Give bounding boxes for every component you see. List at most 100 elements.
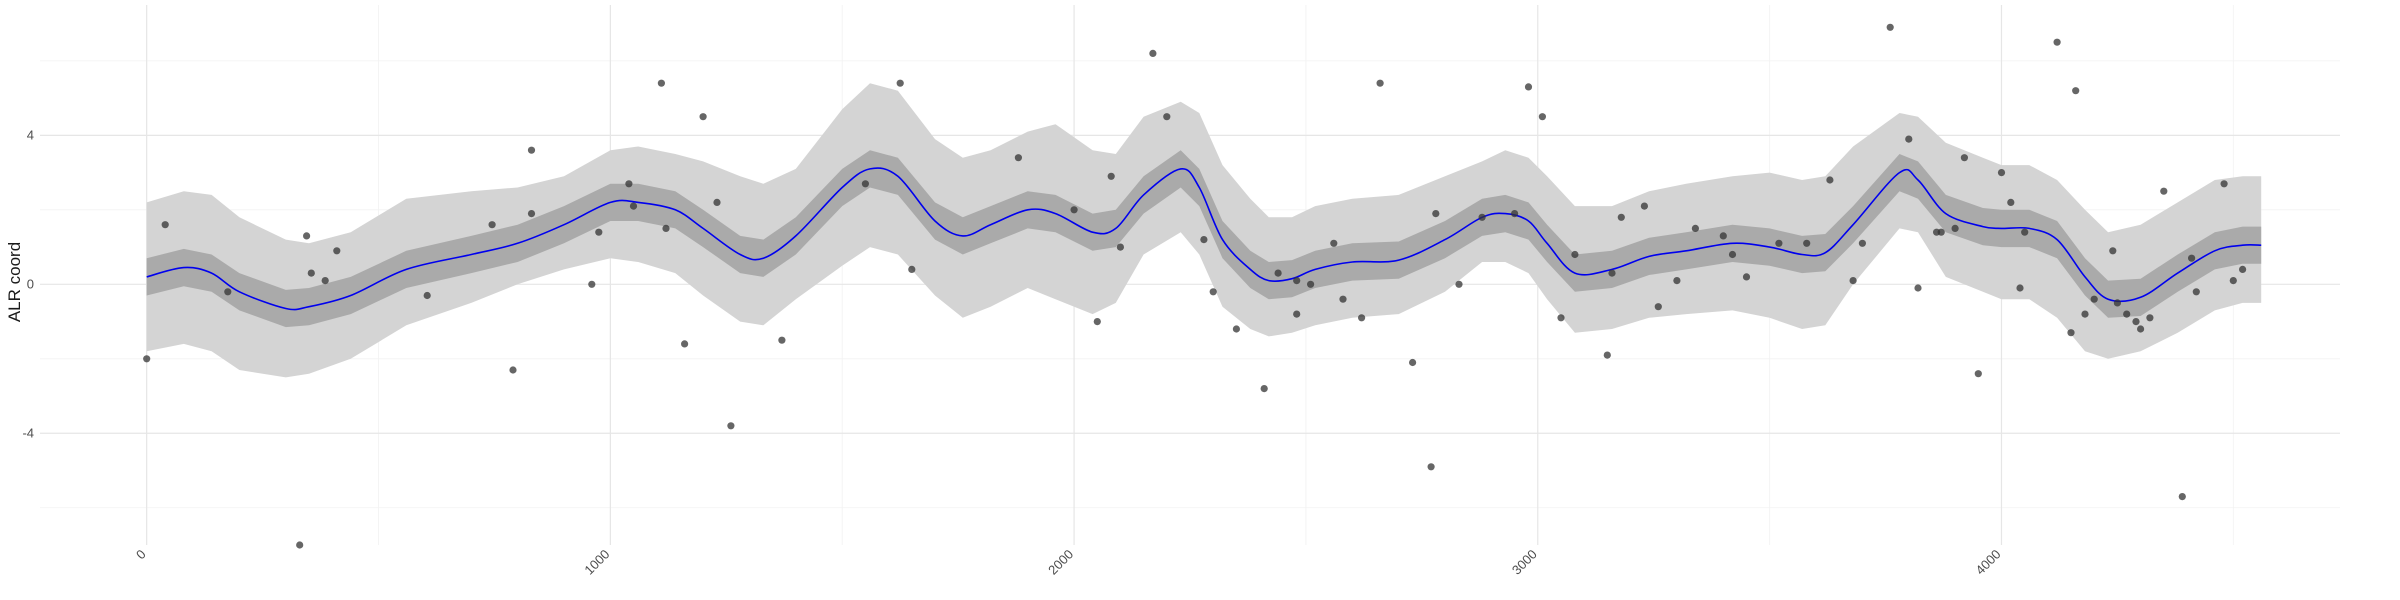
data-point bbox=[1803, 239, 1811, 247]
data-point bbox=[2239, 265, 2247, 273]
data-point bbox=[1826, 176, 1834, 184]
data-point bbox=[1116, 243, 1124, 251]
data-point bbox=[595, 228, 603, 236]
y-axis-tick-labels: -4 0 4 bbox=[22, 127, 34, 440]
data-point bbox=[2067, 329, 2075, 337]
data-point bbox=[1274, 269, 1282, 277]
data-point bbox=[527, 146, 536, 154]
data-point bbox=[1478, 213, 1486, 221]
data-point bbox=[1511, 210, 1519, 218]
data-point bbox=[1742, 273, 1751, 281]
data-point bbox=[1617, 213, 1625, 221]
data-point bbox=[1107, 172, 1115, 180]
x-tick-label: 3000 bbox=[1509, 547, 1540, 578]
data-point bbox=[1455, 280, 1463, 288]
data-point bbox=[321, 277, 329, 285]
data-point bbox=[2113, 299, 2121, 307]
data-point bbox=[896, 79, 904, 87]
data-point bbox=[2132, 318, 2140, 326]
data-point bbox=[588, 280, 596, 288]
inner-confidence-band bbox=[146, 150, 2262, 328]
data-point bbox=[1358, 314, 1366, 322]
data-point bbox=[1719, 232, 1727, 240]
data-point bbox=[1538, 113, 1546, 121]
data-point bbox=[1307, 280, 1315, 288]
data-point bbox=[1951, 224, 1959, 232]
data-point bbox=[1673, 277, 1681, 285]
data-point bbox=[2016, 284, 2024, 292]
data-point bbox=[629, 202, 638, 210]
data-point bbox=[1070, 206, 1078, 214]
data-point bbox=[2081, 310, 2089, 318]
data-point bbox=[333, 247, 341, 255]
data-point bbox=[1557, 314, 1565, 322]
data-point bbox=[1849, 277, 1857, 285]
data-point bbox=[1937, 228, 1945, 236]
data-point bbox=[1427, 463, 1435, 471]
data-point bbox=[625, 180, 633, 188]
data-point bbox=[1775, 239, 1783, 247]
data-point bbox=[2007, 198, 2015, 206]
data-point bbox=[2192, 288, 2200, 296]
y-tick-label: 0 bbox=[27, 276, 34, 291]
data-point bbox=[2160, 187, 2168, 195]
data-point bbox=[1293, 310, 1301, 318]
data-point bbox=[1654, 303, 1662, 311]
data-point bbox=[143, 355, 151, 363]
data-point bbox=[2053, 38, 2061, 46]
data-point bbox=[699, 113, 707, 121]
data-point bbox=[1200, 236, 1208, 244]
data-point bbox=[1974, 370, 1982, 378]
data-point bbox=[2109, 247, 2117, 255]
data-point bbox=[681, 340, 689, 348]
data-point bbox=[1691, 224, 1699, 232]
data-point bbox=[1603, 351, 1611, 359]
data-point bbox=[488, 221, 496, 229]
data-point bbox=[1260, 385, 1268, 393]
data-point bbox=[1093, 318, 1101, 326]
data-point bbox=[1728, 250, 1737, 259]
data-point bbox=[1640, 202, 1648, 210]
data-point bbox=[2090, 295, 2098, 303]
data-point bbox=[1432, 210, 1440, 218]
data-point bbox=[527, 210, 536, 218]
data-point bbox=[2188, 254, 2196, 262]
data-point bbox=[1608, 269, 1616, 277]
y-tick-label: -4 bbox=[22, 425, 34, 440]
data-point bbox=[296, 541, 304, 549]
data-point bbox=[1858, 239, 1866, 247]
data-point bbox=[1163, 113, 1171, 121]
data-point bbox=[509, 366, 517, 374]
y-axis-title: ALR coord bbox=[5, 242, 24, 322]
data-point bbox=[2072, 87, 2080, 95]
data-point bbox=[657, 79, 666, 87]
data-point bbox=[727, 422, 735, 430]
data-point bbox=[1376, 79, 1384, 87]
data-point bbox=[1886, 23, 1894, 31]
data-point bbox=[713, 198, 721, 206]
data-point bbox=[1339, 295, 1347, 303]
data-point bbox=[1330, 239, 1338, 247]
data-point bbox=[307, 269, 315, 277]
data-point bbox=[224, 288, 232, 296]
smoothed-trend-line bbox=[146, 167, 2262, 311]
data-point bbox=[662, 224, 670, 232]
data-point bbox=[1014, 154, 1023, 162]
data-point bbox=[1571, 250, 1579, 259]
data-point bbox=[1997, 169, 2006, 177]
data-point bbox=[1293, 277, 1301, 285]
data-point bbox=[1905, 135, 1913, 143]
data-point bbox=[1960, 154, 1968, 162]
data-points bbox=[143, 23, 2247, 549]
data-point bbox=[908, 265, 916, 273]
data-point bbox=[1524, 83, 1533, 91]
data-point bbox=[2178, 493, 2186, 501]
data-point bbox=[1914, 284, 1922, 292]
outer-confidence-band bbox=[146, 83, 2262, 378]
data-point bbox=[2229, 277, 2237, 285]
data-point bbox=[1409, 358, 1417, 367]
x-axis-tick-labels: 0 1000 2000 3000 4000 bbox=[133, 547, 2004, 578]
data-point bbox=[2137, 325, 2145, 333]
data-point bbox=[423, 291, 431, 300]
